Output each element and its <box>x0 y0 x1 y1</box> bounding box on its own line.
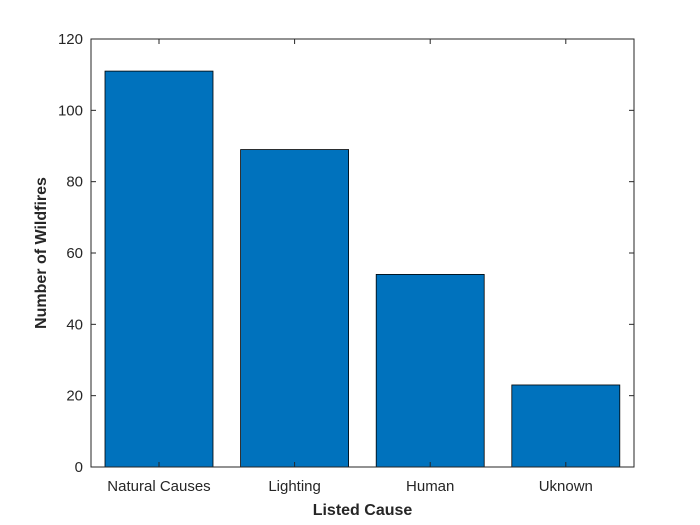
y-tick-label: 120 <box>58 31 83 48</box>
x-tick-label: Human <box>406 478 454 495</box>
y-axis-ticks: 0 20 40 60 80 100 120 <box>58 31 634 476</box>
x-axis-ticks: Natural Causes Lighting Human Uknown <box>107 39 593 495</box>
y-tick-label: 40 <box>66 316 83 333</box>
y-axis-title: Number of Wildfires <box>33 177 50 329</box>
bars-group <box>104 70 621 468</box>
bar-uknown <box>511 384 621 468</box>
bar-human <box>375 273 485 468</box>
bar-lighting <box>240 149 350 468</box>
x-axis-title: Listed Cause <box>313 502 413 519</box>
x-tick-label: Lighting <box>268 478 321 495</box>
x-tick-label: Uknown <box>539 478 593 495</box>
x-tick-label: Natural Causes <box>107 478 210 495</box>
y-tick-label: 20 <box>66 388 83 405</box>
y-tick-label: 0 <box>75 459 83 476</box>
y-tick-label: 100 <box>58 102 83 119</box>
y-tick-label: 80 <box>66 174 83 191</box>
y-tick-label: 60 <box>66 245 83 262</box>
bar-natural-causes <box>104 70 214 468</box>
